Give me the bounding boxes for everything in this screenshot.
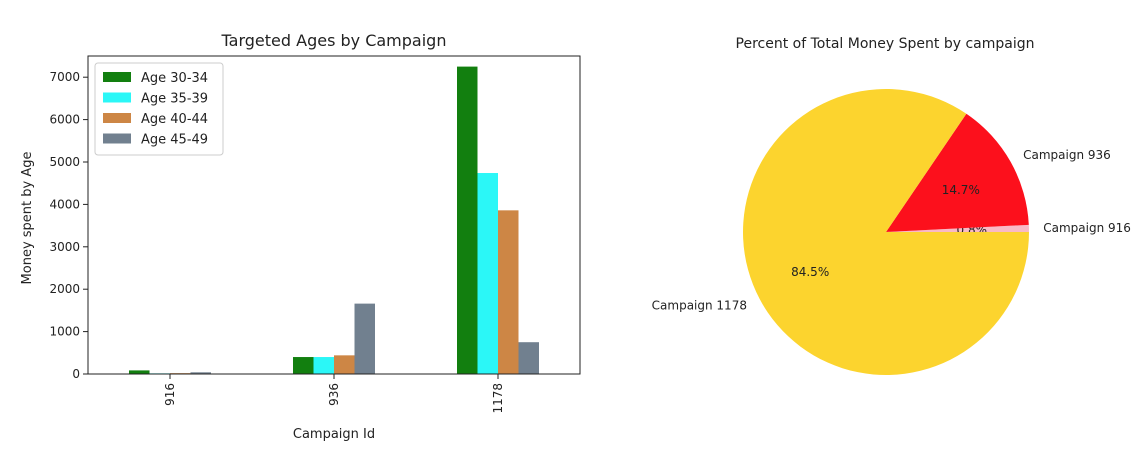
bar-chart: Targeted Ages by Campaign 0 1000 2000 3000 4… (20, 31, 581, 442)
bar-age-45-49-936 (354, 303, 375, 374)
y-axis-label: Money spent by Age (20, 152, 35, 285)
pie-chart: Percent of Total Money Spent by campaign… (652, 36, 1131, 376)
bar-age-30-34-1178 (457, 66, 478, 374)
pie-label-campaign-936: Campaign 936 (1023, 148, 1111, 162)
pie-slice-campaign-936 (886, 113, 1029, 232)
y-tick-label: 5000 (49, 155, 80, 169)
pie-label-campaign-916: Campaign 916 (1043, 221, 1131, 235)
bar-age-30-34-916 (129, 370, 150, 374)
pie-slice-campaign-916 (886, 224, 1029, 232)
legend-swatch (103, 92, 131, 103)
y-tick-label: 4000 (49, 197, 80, 211)
y-tick-label: 1000 (49, 325, 80, 339)
legend-label: Age 40-44 (141, 112, 208, 127)
bar-axes: 0 1000 2000 3000 4000 5000 6000 7000 916 936 1178 (49, 55, 581, 414)
bar-age-35-39-936 (313, 357, 334, 374)
legend-swatch (103, 113, 131, 123)
x-tick-label: 1178 (491, 383, 505, 414)
bar-age-45-49-1178 (518, 342, 539, 374)
bar-age-40-44-1178 (498, 210, 519, 374)
bar-age-45-49-916 (190, 372, 211, 374)
legend: Age 30-34 Age 35-39 Age 40-44 Age 45-49 (94, 62, 224, 156)
bar-marks (129, 66, 539, 374)
y-tick-label: 0 (72, 367, 80, 381)
bar-age-30-34-936 (293, 357, 314, 374)
x-axis-label: Campaign Id (293, 427, 375, 442)
bar-age-40-44-936 (334, 355, 355, 374)
legend-box (94, 62, 224, 156)
pie-pct-campaign-936: 14.7% (942, 183, 980, 197)
y-tick-label: 2000 (49, 282, 80, 296)
y-tick-label: 3000 (49, 240, 80, 254)
legend-swatch (103, 133, 131, 144)
x-tick-label: 916 (163, 383, 177, 406)
y-tick-label: 6000 (49, 113, 80, 127)
pie-chart-title: Percent of Total Money Spent by campaign (736, 36, 1035, 52)
pie-slice-campaign-1178 (743, 89, 1029, 376)
bar-age-35-39-1178 (477, 173, 498, 374)
legend-swatch (103, 72, 131, 82)
pie-label-campaign-1178: Campaign 1178 (652, 299, 747, 313)
x-tick-label: 936 (327, 383, 341, 406)
bar-chart-title: Targeted Ages by Campaign (221, 31, 447, 50)
y-tick-label: 7000 (49, 70, 80, 84)
pie-pct-campaign-1178: 84.5% (791, 265, 829, 279)
legend-label: Age 30-34 (141, 71, 208, 86)
legend-label: Age 45-49 (141, 133, 208, 148)
legend-label: Age 35-39 (141, 92, 208, 107)
